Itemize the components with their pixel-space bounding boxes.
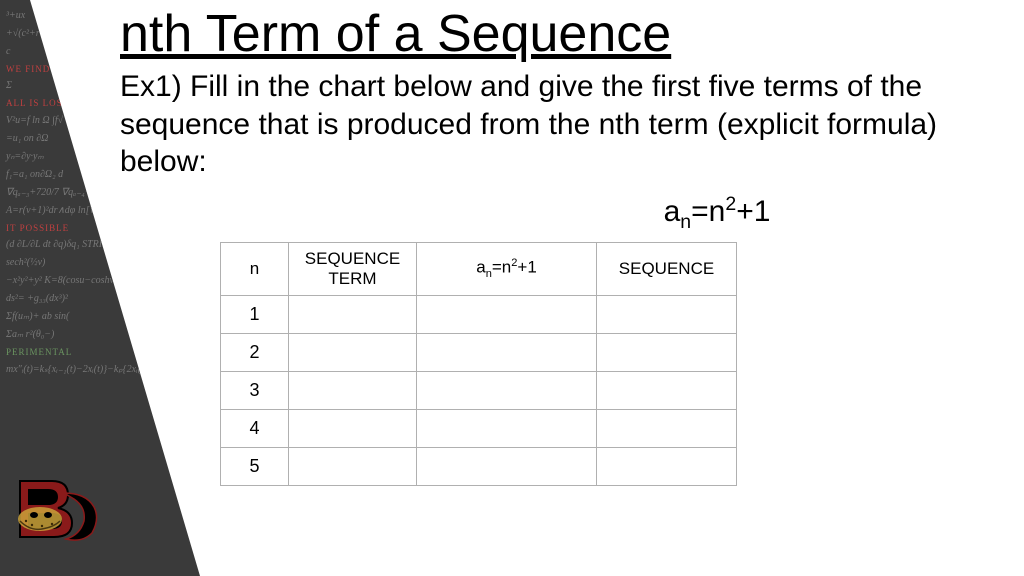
cell-seq xyxy=(597,295,737,333)
cell-formula xyxy=(417,447,597,485)
header-n: n xyxy=(221,242,289,295)
cell-seq xyxy=(597,409,737,447)
page-title: nth Term of a Sequence xyxy=(120,4,1004,64)
cell-n: 4 xyxy=(221,409,289,447)
cell-n: 3 xyxy=(221,371,289,409)
cell-seqterm xyxy=(289,447,417,485)
table-row: 3 xyxy=(221,371,737,409)
cell-seqterm xyxy=(289,371,417,409)
cell-n: 2 xyxy=(221,333,289,371)
table-header-row: n SEQUENCETERM an=n2+1 SEQUENCE xyxy=(221,242,737,295)
school-logo xyxy=(12,471,112,546)
header-formula: an=n2+1 xyxy=(417,242,597,295)
sequence-table: n SEQUENCETERM an=n2+1 SEQUENCE 1 xyxy=(220,242,737,486)
cell-seqterm xyxy=(289,333,417,371)
instructions-text: Ex1) Fill in the chart below and give th… xyxy=(120,68,1004,181)
table-row: 5 xyxy=(221,447,737,485)
cell-formula xyxy=(417,295,597,333)
cell-seqterm xyxy=(289,295,417,333)
header-sequence-term: SEQUENCETERM xyxy=(289,242,417,295)
cell-n: 1 xyxy=(221,295,289,333)
cell-seqterm xyxy=(289,409,417,447)
slide-content: nth Term of a Sequence Ex1) Fill in the … xyxy=(120,4,1004,486)
cell-formula xyxy=(417,409,597,447)
cell-seq xyxy=(597,333,737,371)
table-row: 2 xyxy=(221,333,737,371)
header-sequence: SEQUENCE xyxy=(597,242,737,295)
cell-formula xyxy=(417,333,597,371)
formula-display: an=n2+1 xyxy=(430,193,1004,234)
cell-seq xyxy=(597,447,737,485)
cell-seq xyxy=(597,371,737,409)
cell-formula xyxy=(417,371,597,409)
table-row: 4 xyxy=(221,409,737,447)
table-row: 1 xyxy=(221,295,737,333)
cell-n: 5 xyxy=(221,447,289,485)
